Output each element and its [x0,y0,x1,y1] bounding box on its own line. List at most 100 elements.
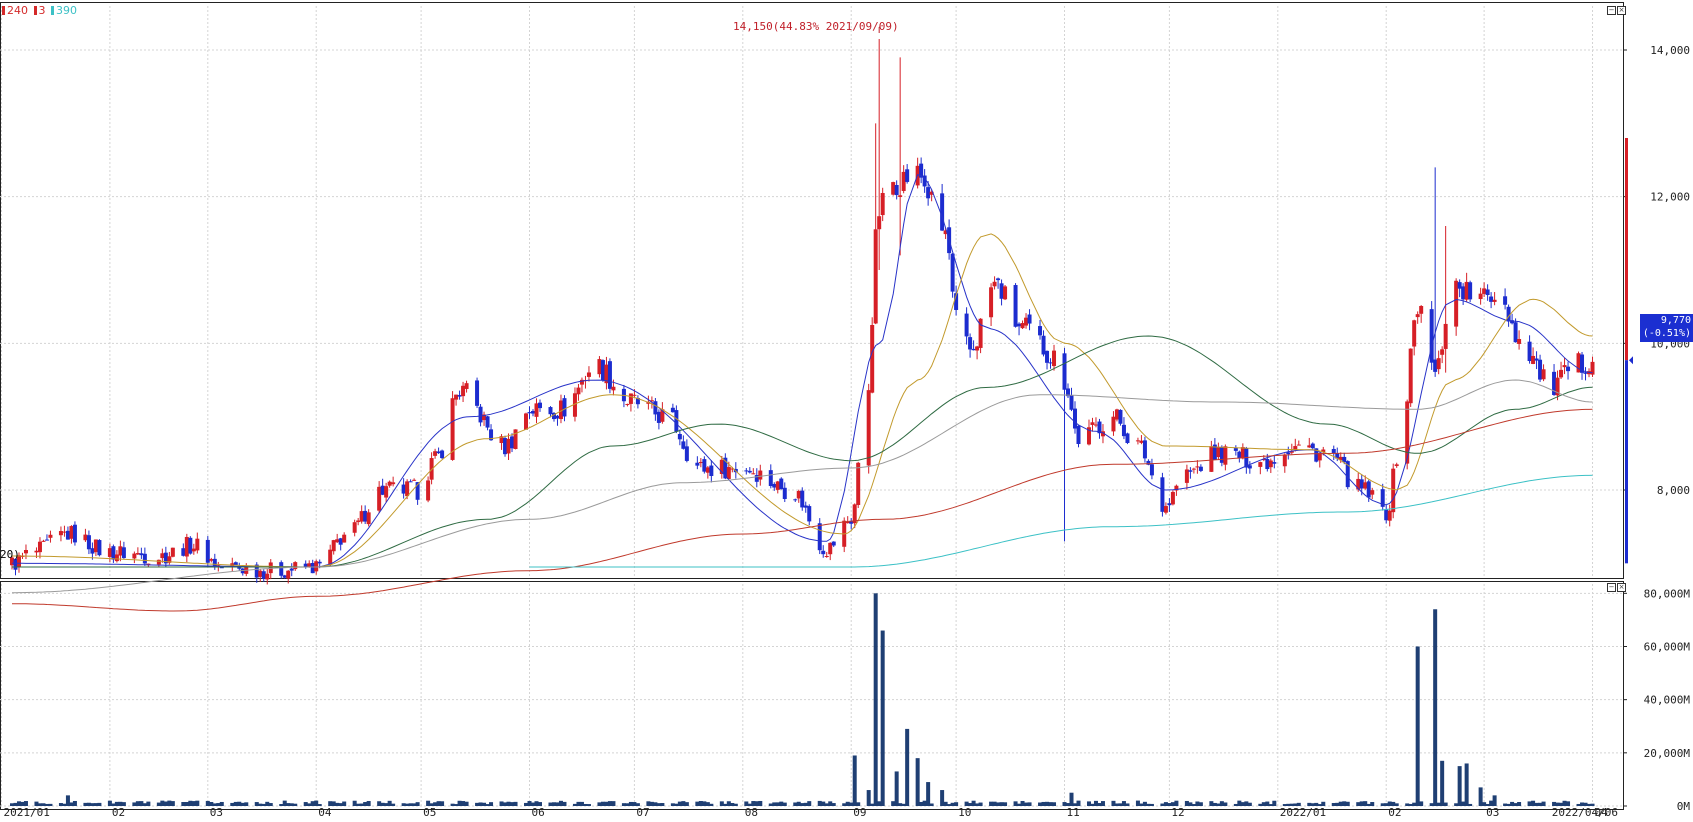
candle-body [1076,425,1081,445]
candle-body [212,558,217,568]
moving-average-line-120 [12,379,1593,594]
volume-bar [240,802,245,806]
volume-bar [475,802,480,806]
volume-bar [1244,801,1249,806]
candle-body [1261,459,1266,461]
volume-bar [1139,803,1144,806]
candles [9,39,1595,585]
candle-body [1429,309,1434,363]
candle-body [1195,466,1200,468]
volume-bar [1198,802,1203,806]
volume-bar [363,802,368,806]
volume-bar [635,803,640,806]
volume-bar [821,801,826,806]
x-tick-label: 2022/01 [1280,806,1326,818]
volume-bar [1289,803,1294,806]
volume-bar [733,803,738,806]
candle-body [891,182,896,195]
candle-body [286,570,291,579]
candle-body [1384,509,1389,521]
candle-body [139,553,144,556]
candle-body [940,193,945,231]
candle-body [142,553,147,564]
candle-body [1020,323,1025,329]
volume-panel-close-button[interactable]: × [1617,583,1626,592]
volume-bar [1387,801,1392,806]
candle-body [793,499,798,501]
candle-body [894,184,899,196]
candle-body [156,559,161,565]
volume-bar [146,801,151,806]
volume-bar [905,728,910,806]
candle-body [674,410,679,432]
volume-bar [695,801,700,806]
candle-body [1024,317,1029,326]
candle-body [628,393,633,404]
volume-bar [1216,803,1221,806]
price-panel-minimize-button[interactable]: − [1607,6,1616,15]
x-tick-label: 03 [210,806,223,818]
volume-bar [1317,804,1322,806]
candle-body [586,372,591,377]
candle-body [831,541,836,546]
volume-bar [754,801,759,806]
candle-body [1093,424,1098,426]
volume-bar [562,801,567,806]
candle-body [408,481,413,483]
volume-bar [968,803,973,806]
volume-bar [1335,802,1340,806]
candle-body [975,346,980,351]
volume-bar [1174,800,1179,806]
volume-bar [586,804,591,806]
candle-body [1163,506,1168,513]
volume-axis-label: 40,000M [1644,694,1691,707]
volume-panel-minimize-button[interactable]: − [1607,583,1616,592]
volume-bar [1240,802,1245,806]
price-axis-label: 12,000 [1650,191,1690,204]
volume-bar [558,800,563,806]
volume-bar [93,803,98,806]
volume-bar [342,801,347,806]
candle-body [1335,453,1340,459]
volume-bar [978,802,983,806]
candle-body [1510,320,1515,324]
candle-body [950,253,955,292]
candle-body [754,475,759,482]
volume-bar [426,800,431,806]
volume-bar [1429,803,1434,806]
candle-body [170,547,175,557]
price-panel-frame [0,2,1624,579]
price-panel-close-button[interactable]: × [1617,6,1626,15]
volume-bar [510,802,515,806]
candle-body [1482,288,1487,294]
candle-body [261,571,266,579]
candle-body [1167,503,1172,506]
volume-bar [992,801,997,806]
candle-body [796,490,801,499]
candle-body [1191,468,1196,470]
volume-bar [880,630,885,806]
candle-body [1149,464,1154,476]
legend-label-390: 390 [56,4,77,17]
volume-bar [870,803,875,806]
candle-body [1517,339,1522,344]
volume-bar [293,803,298,806]
volume-bar [1097,803,1102,806]
volume-bar [282,800,287,806]
candle-body [607,361,612,389]
candle-body [1468,282,1473,300]
candle-body [415,482,420,500]
volume-bar [1121,801,1126,806]
candle-body [1331,448,1336,454]
volume-bar [1142,801,1147,806]
x-tick-label: 2022/04/06 [1552,806,1618,818]
candle-body [1433,359,1438,372]
volume-bar [1003,802,1008,806]
candle-body [352,522,357,533]
volume-bar [482,802,487,806]
candle-body [1538,359,1543,380]
x-tick-label: 02 [112,806,125,818]
candle-body [254,564,259,578]
volume-bar [621,803,626,806]
